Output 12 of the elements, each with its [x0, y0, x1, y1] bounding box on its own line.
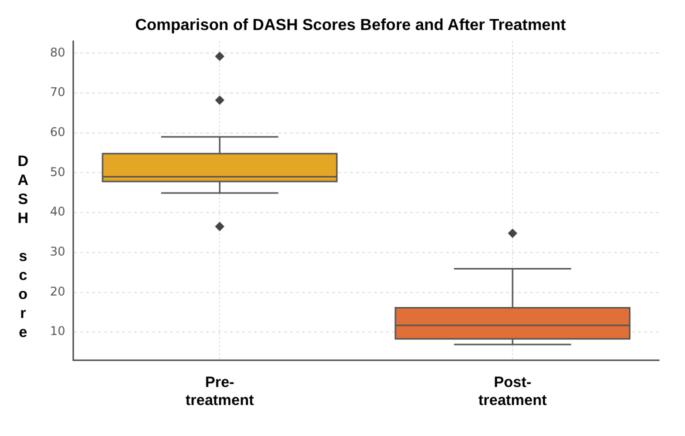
y-tick-label: 80	[50, 45, 66, 60]
y-tick-label: 30	[50, 244, 66, 259]
y-tick-label: 10	[50, 324, 66, 338]
y-tick-label: 60	[50, 124, 66, 139]
y-tick-label: 20	[50, 284, 66, 298]
y-tick-label: 40	[50, 204, 66, 219]
y-tick-label: 70	[50, 85, 66, 100]
y-tick-label: 50	[50, 164, 66, 179]
y-axis-title: DASH score	[14, 153, 32, 343]
chart-title: Comparison of DASH Scores Before and After Treatment	[135, 17, 566, 34]
x-tick-label: Post-treatment	[478, 374, 547, 410]
x-tick-label: Pre-treatment	[186, 374, 254, 410]
